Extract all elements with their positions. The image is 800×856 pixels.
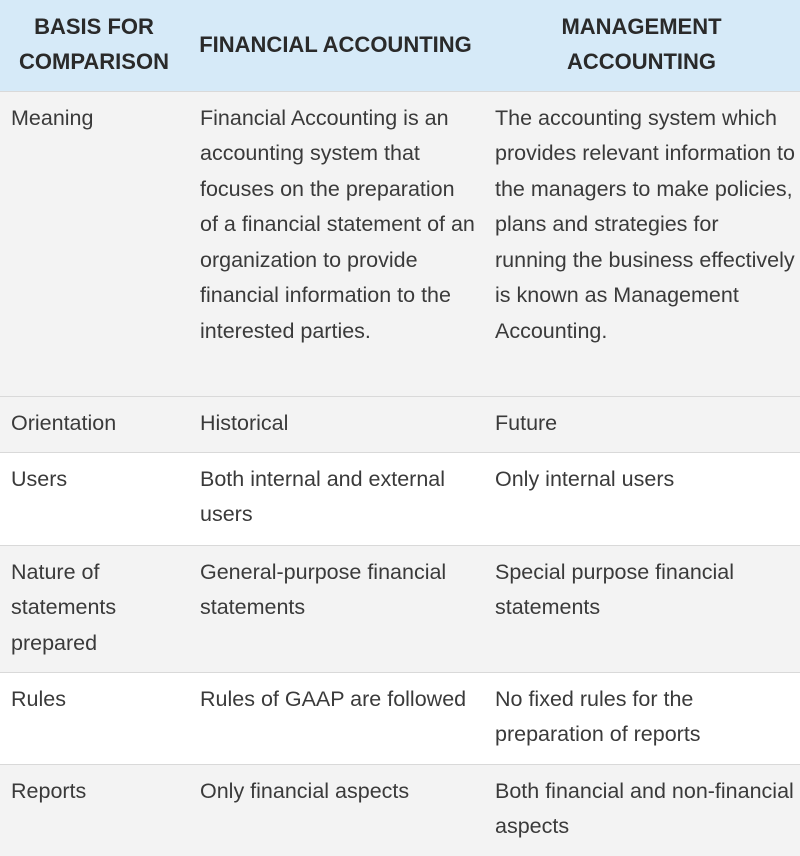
table-row: Meaning Financial Accounting is an accou… [0, 91, 800, 396]
header-basis: BASIS FOR COMPARISON [19, 14, 169, 75]
financial-cell: General-purpose financial statements [200, 559, 447, 620]
table-header: BASIS FOR COMPARISON FINANCIAL ACCOUNTIN… [0, 0, 800, 91]
table-row: Rules Rules of GAAP are followed No fixe… [0, 672, 800, 764]
basis-cell: Users [11, 466, 68, 491]
financial-cell: Only financial aspects [200, 778, 410, 803]
table-row: Nature of statements prepared General-pu… [0, 545, 800, 672]
management-cell: Future [495, 410, 558, 435]
basis-cell: Reports [11, 778, 87, 803]
management-cell: No fixed rules for the preparation of re… [495, 686, 701, 747]
basis-cell: Nature of statements prepared [11, 559, 117, 655]
table-row: Reports Only financial aspects Both fina… [0, 764, 800, 856]
management-cell: Only internal users [495, 466, 675, 491]
basis-cell: Meaning [11, 105, 94, 130]
financial-cell: Historical [200, 410, 289, 435]
management-cell: The accounting system which provides rel… [495, 105, 795, 343]
management-cell: Both financial and non-financial aspects [495, 778, 794, 839]
financial-cell: Rules of GAAP are followed [200, 686, 467, 711]
header-financial-accounting: FINANCIAL ACCOUNTING [199, 31, 472, 57]
table-body: Meaning Financial Accounting is an accou… [0, 91, 800, 856]
basis-cell: Rules [11, 686, 66, 711]
header-row: BASIS FOR COMPARISON FINANCIAL ACCOUNTIN… [0, 0, 800, 91]
management-cell: Special purpose financial statements [495, 559, 735, 620]
header-management-accounting: MANAGEMENT ACCOUNTING [561, 14, 722, 75]
financial-cell: Financial Accounting is an accounting sy… [200, 105, 475, 343]
table-row: Users Both internal and external users O… [0, 452, 800, 545]
basis-cell: Orientation [11, 410, 117, 435]
financial-cell: Both internal and external users [200, 466, 446, 527]
table-row: Orientation Historical Future [0, 396, 800, 452]
